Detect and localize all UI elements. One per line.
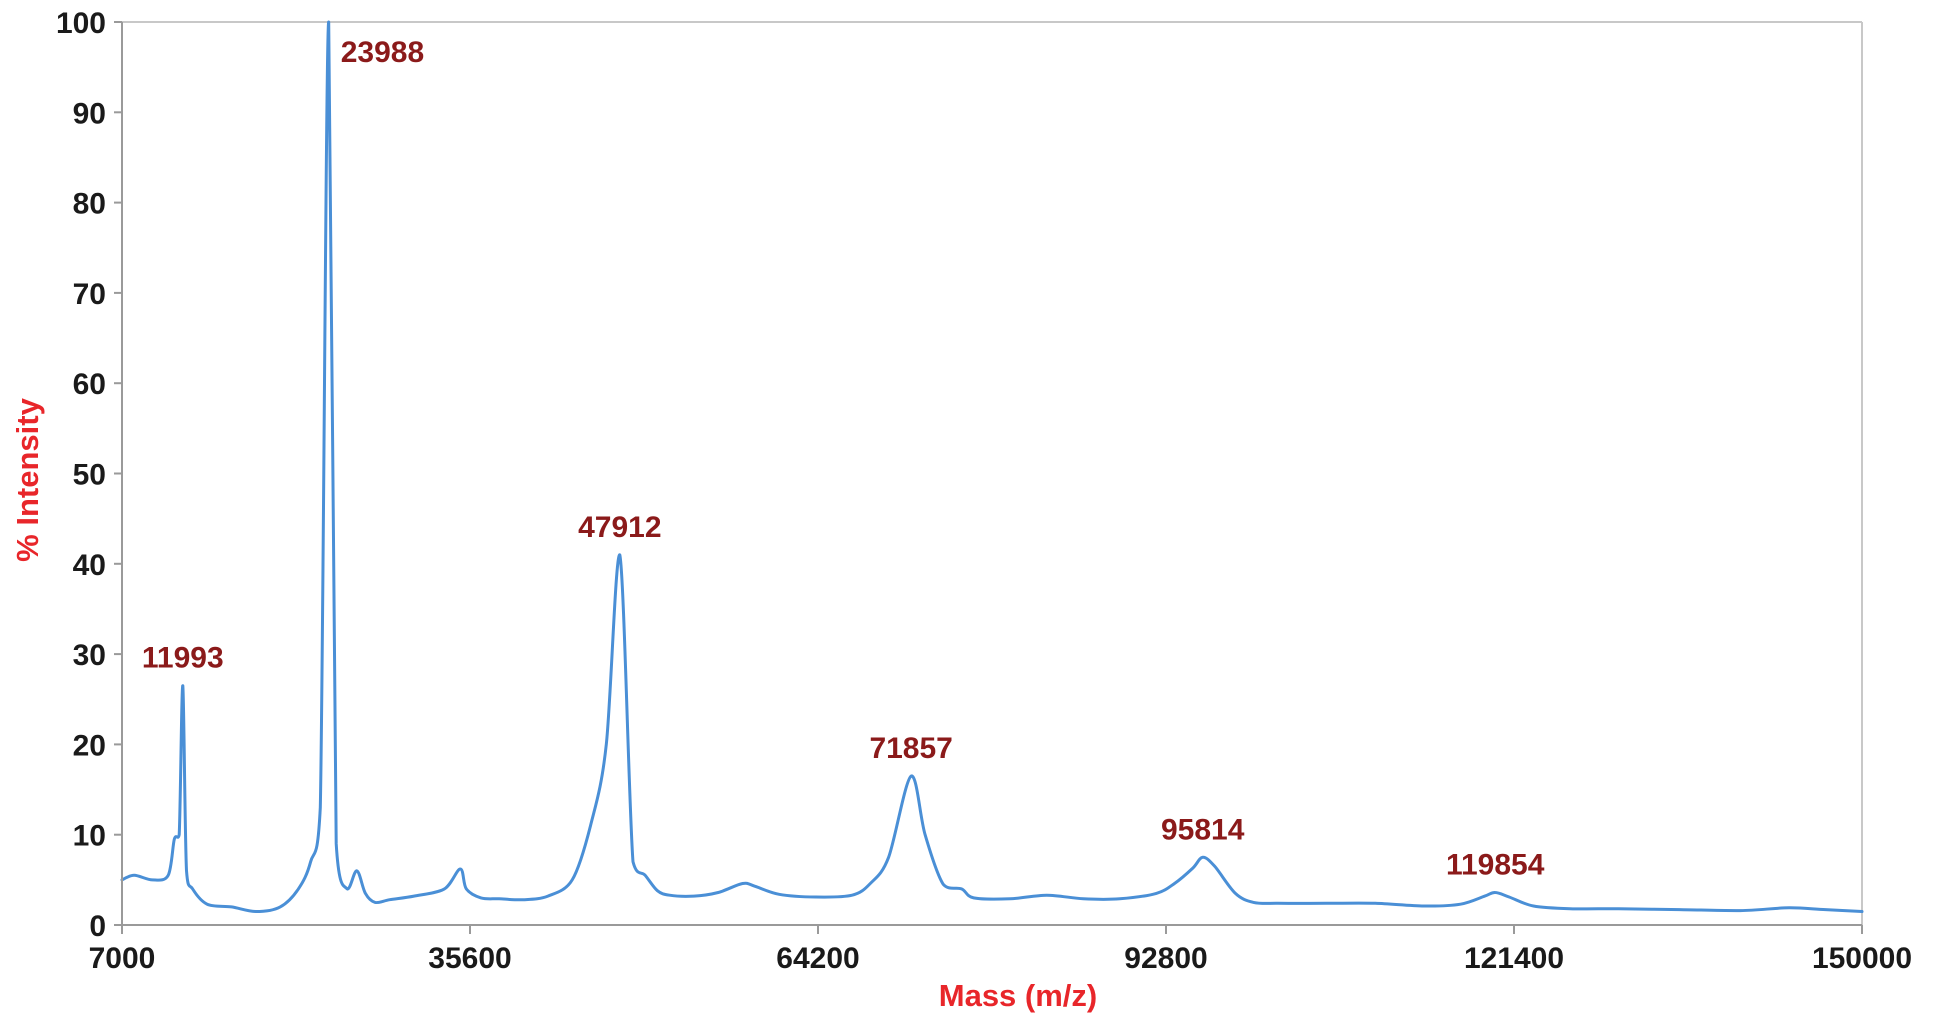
y-tick-label: 10 xyxy=(73,820,106,853)
peak-label: 119854 xyxy=(1446,848,1545,881)
series-layer xyxy=(120,20,1864,913)
peak-label: 95814 xyxy=(1161,813,1245,846)
spectrum-line xyxy=(120,20,1864,913)
y-tick-label: 50 xyxy=(73,459,106,492)
peak-label: 71857 xyxy=(869,732,952,765)
y-tick-label: 40 xyxy=(73,549,106,582)
peak-label: 11993 xyxy=(142,642,224,675)
x-tick-label: 121400 xyxy=(1464,942,1564,975)
y-tick-label: 20 xyxy=(73,729,106,762)
axes xyxy=(121,22,1862,926)
x-tick-label: 7000 xyxy=(89,942,156,975)
y-tick-label: 30 xyxy=(73,639,106,672)
y-tick-label: 0 xyxy=(89,910,106,943)
y-tick-label: 90 xyxy=(73,97,106,130)
x-tick-label: 64200 xyxy=(776,942,859,975)
x-tick-label: 92800 xyxy=(1124,942,1207,975)
plot-frame xyxy=(122,21,1863,925)
peak-label: 23988 xyxy=(341,36,424,69)
x-tick-label: 150000 xyxy=(1812,942,1912,975)
y-axis-title: % Intensity xyxy=(10,397,45,561)
tick-labels: 0 10 20 30 40 50 60 70 80 90 100 7000 35600 64200 9280… xyxy=(56,7,1912,975)
y-tick-label: 100 xyxy=(56,7,106,40)
peak-annotations: 11993 23988 47912 71857 95814 119854 xyxy=(142,36,1545,881)
x-axis-title: Mass (m/z) xyxy=(939,978,1097,1013)
peak-label: 47912 xyxy=(578,511,661,544)
y-tick-label: 80 xyxy=(73,188,106,221)
y-tick-label: 60 xyxy=(73,368,106,401)
y-tick-label: 70 xyxy=(73,278,106,311)
x-tick-label: 35600 xyxy=(428,942,511,975)
